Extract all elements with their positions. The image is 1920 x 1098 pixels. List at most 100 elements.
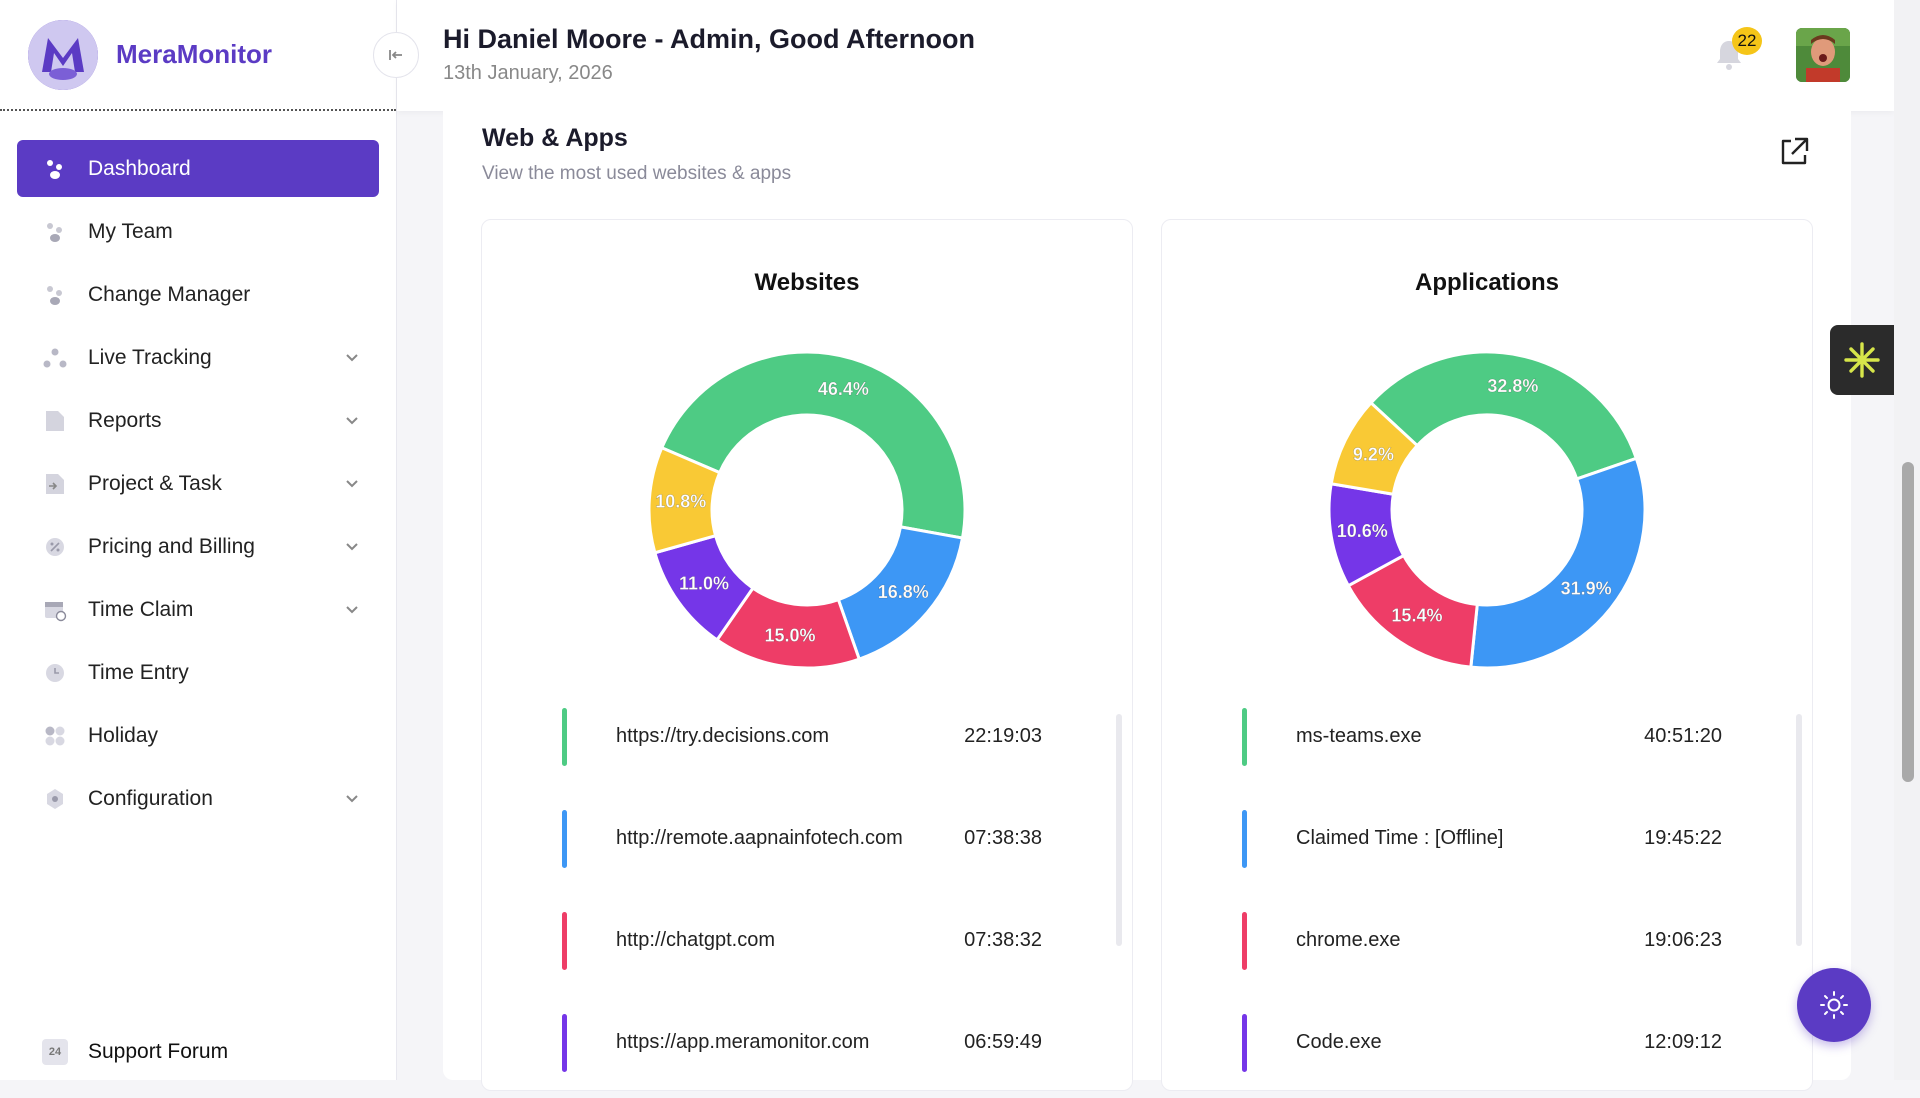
brand[interactable]: MeraMonitor — [0, 0, 396, 111]
applications-slice-0[interactable] — [1368, 350, 1639, 481]
sidebar-item-time-claim[interactable]: Time Claim — [17, 581, 379, 638]
app-name: MeraMonitor — [116, 39, 272, 69]
support-icon: 24 — [42, 1039, 68, 1065]
sidebar-item-dashboard[interactable]: Dashboard — [17, 140, 379, 197]
collapse-sidebar-button[interactable] — [373, 32, 419, 78]
sidebar-item-label: Time Claim — [88, 597, 194, 621]
external-link-icon[interactable] — [1777, 135, 1811, 169]
chevron-down-icon[interactable] — [342, 347, 362, 367]
section-title: Web & Apps — [482, 124, 628, 152]
websites-slice-label-3: 11.0% — [679, 573, 729, 593]
chevron-down-icon[interactable] — [342, 410, 362, 430]
sidebar-item-label: Dashboard — [88, 156, 191, 180]
application-name: Claimed Time : [Offline] — [1296, 827, 1504, 849]
list-item[interactable]: Claimed Time : [Offline] 19:45:22 — [1242, 792, 1722, 894]
reports-icon — [42, 408, 68, 434]
chevron-down-icon[interactable] — [342, 473, 362, 493]
applications-title: Applications — [1414, 269, 1559, 296]
sidebar-item-configuration[interactable]: Configuration — [17, 770, 379, 827]
chevron-down-icon[interactable] — [342, 536, 362, 556]
websites-list-scrollbar[interactable] — [1116, 714, 1122, 946]
clock-icon — [42, 660, 68, 686]
list-item[interactable]: https://try.decisions.com 22:19:03 — [562, 690, 1042, 792]
sidebar-item-label: Reports — [88, 408, 162, 432]
application-name: Code.exe — [1296, 1031, 1382, 1053]
websites-slice-label-4: 10.8% — [655, 492, 706, 512]
list-item[interactable]: https://app.meramonitor.com 06:59:49 — [562, 996, 1042, 1098]
calendar-icon — [42, 597, 68, 623]
greeting-title: Hi Daniel Moore - Admin, Good Afternoon — [443, 24, 975, 54]
sidebar: MeraMonitor Dashboard My Team Change Man… — [0, 0, 397, 1080]
support-icon-text: 24 — [48, 1046, 62, 1058]
legend-color-bar — [1242, 912, 1247, 970]
section-subtitle: View the most used websites & apps — [482, 163, 792, 184]
list-item[interactable]: http://remote.aapnainfotech.com 07:38:38 — [562, 792, 1042, 894]
sidebar-item-my-team[interactable]: My Team — [17, 203, 379, 260]
website-name: https://app.meramonitor.com — [616, 1031, 870, 1053]
application-time: 12:09:12 — [1644, 1031, 1722, 1053]
web-apps-card: Web & Apps View the most used websites &… — [443, 111, 1851, 1091]
dashboard-icon — [42, 156, 68, 182]
pricing-icon — [42, 534, 68, 560]
websites-slice-label-2: 15.0% — [765, 625, 816, 645]
application-time: 40:51:20 — [1644, 725, 1722, 747]
website-name: http://chatgpt.com — [616, 929, 775, 951]
websites-slice-label-1: 16.8% — [878, 582, 929, 602]
notification-badge: 22 — [1732, 27, 1762, 55]
legend-color-bar — [562, 708, 567, 766]
legend-color-bar — [1242, 1014, 1247, 1072]
websites-panel: Websites 46.4% 16.8% 15.0% 11.0% 10.8% https… — [481, 219, 1133, 1091]
sidebar-item-label: Configuration — [88, 786, 213, 810]
applications-slice-label-2: 15.4% — [1391, 605, 1442, 625]
list-item[interactable]: http://chatgpt.com 07:38:32 — [562, 894, 1042, 996]
theme-toggle-button[interactable] — [1797, 968, 1871, 1042]
sidebar-item-project-task[interactable]: Project & Task — [17, 455, 379, 512]
applications-donut-chart: 32.8% 31.9% 15.4% 10.6% 9.2% — [1327, 350, 1647, 670]
team-icon — [42, 219, 68, 245]
website-time: 06:59:49 — [964, 1031, 1042, 1053]
project-task-icon — [42, 471, 68, 497]
current-date: 13th January, 2026 — [443, 62, 613, 84]
websites-slice-0[interactable] — [659, 350, 967, 540]
legend-color-bar — [1242, 810, 1247, 868]
applications-slice-4[interactable] — [1329, 400, 1420, 496]
sidebar-item-time-entry[interactable]: Time Entry — [17, 644, 379, 701]
chevron-down-icon[interactable] — [342, 599, 362, 619]
legend-color-bar — [1242, 708, 1247, 766]
applications-slice-label-3: 10.6% — [1337, 521, 1388, 541]
sidebar-item-label: Project & Task — [88, 471, 222, 495]
applications-slice-label-0: 32.8% — [1487, 376, 1538, 396]
list-item[interactable]: Code.exe 12:09:12 — [1242, 996, 1722, 1098]
feedback-widget-button[interactable] — [1830, 325, 1894, 395]
websites-slice-label-0: 46.4% — [818, 379, 869, 399]
settings-icon — [42, 786, 68, 812]
list-item[interactable]: ms-teams.exe 40:51:20 — [1242, 690, 1722, 792]
page-scrollbar[interactable] — [1894, 0, 1920, 1080]
applications-slice-label-1: 31.9% — [1561, 579, 1612, 599]
chevron-down-icon[interactable] — [342, 788, 362, 808]
applications-legend: ms-teams.exe 40:51:20 Claimed Time : [Of… — [1242, 690, 1722, 1098]
list-item[interactable]: chrome.exe 19:06:23 — [1242, 894, 1722, 996]
sidebar-item-label: Live Tracking — [88, 345, 212, 369]
page-scrollbar-thumb[interactable] — [1902, 462, 1914, 782]
sidebar-item-holiday[interactable]: Holiday — [17, 707, 379, 764]
application-time: 19:45:22 — [1644, 827, 1722, 849]
sidebar-item-support-forum[interactable]: 24 Support Forum — [17, 1024, 379, 1080]
applications-slice-1[interactable] — [1469, 456, 1647, 670]
live-tracking-icon — [42, 345, 68, 371]
websites-legend: https://try.decisions.com 22:19:03 http:… — [562, 690, 1042, 1098]
websites-title: Websites — [754, 269, 860, 296]
website-name: http://remote.aapnainfotech.com — [616, 827, 903, 849]
sidebar-item-live-tracking[interactable]: Live Tracking — [17, 329, 379, 386]
sidebar-item-reports[interactable]: Reports — [17, 392, 379, 449]
sidebar-item-pricing-billing[interactable]: Pricing and Billing — [17, 518, 379, 575]
application-name: ms-teams.exe — [1296, 725, 1422, 747]
sidebar-item-change-manager[interactable]: Change Manager — [17, 266, 379, 323]
applications-list-scrollbar[interactable] — [1796, 714, 1802, 946]
website-time: 22:19:03 — [964, 725, 1042, 747]
sidebar-item-label: Change Manager — [88, 282, 251, 306]
sparkle-icon — [1844, 342, 1880, 378]
holiday-icon — [42, 723, 68, 749]
avatar[interactable] — [1796, 28, 1850, 82]
websites-slice-4[interactable] — [647, 445, 722, 555]
